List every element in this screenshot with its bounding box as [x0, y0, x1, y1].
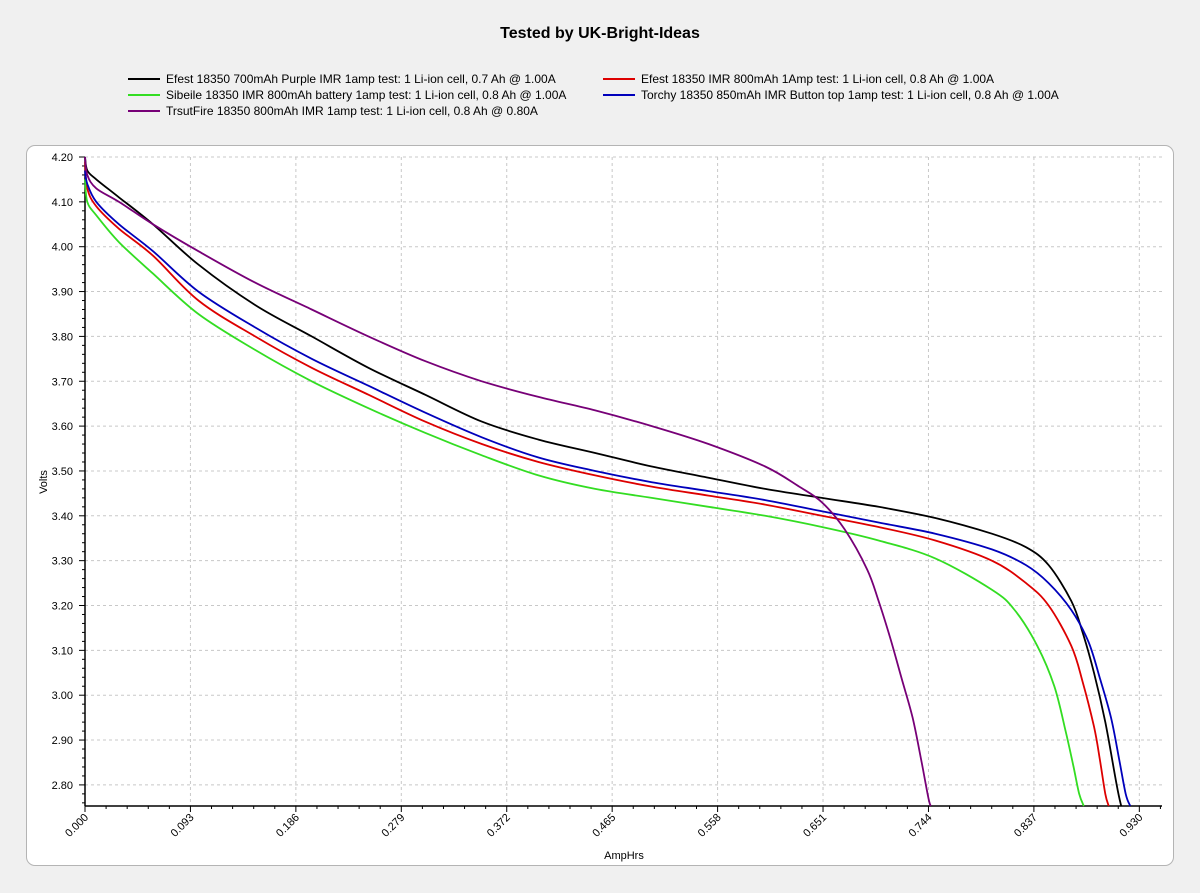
legend-label-4: TrsutFire 18350 800mAh IMR 1amp test: 1 …	[166, 104, 538, 118]
x-tick-label: 0.279	[379, 812, 407, 840]
legend-item-0: Efest 18350 700mAh Purple IMR 1amp test:…	[128, 71, 556, 87]
y-tick-label: 3.30	[52, 556, 73, 568]
x-tick-label: 0.558	[696, 812, 724, 840]
legend-swatch-0	[128, 78, 160, 80]
series-line-3	[84, 170, 1132, 807]
y-tick-label: 3.50	[52, 466, 73, 478]
y-axis-title: Volts	[38, 470, 50, 494]
legend-item-2: Sibeile 18350 IMR 800mAh battery 1amp te…	[128, 87, 566, 103]
x-tick-label: 0.930	[1117, 812, 1145, 840]
y-tick-label: 2.80	[52, 780, 73, 792]
x-tick-label: 0.372	[485, 812, 513, 840]
y-tick-label: 4.00	[52, 242, 73, 254]
legend-item-4: TrsutFire 18350 800mAh IMR 1amp test: 1 …	[128, 103, 538, 119]
axis-layer	[79, 156, 1162, 812]
legend-label-1: Efest 18350 IMR 800mAh 1Amp test: 1 Li-i…	[641, 72, 995, 86]
series-line-2	[84, 179, 1085, 807]
series-layer	[84, 156, 1132, 807]
label-layer: 4.20 4.10 4.00 3.90 3.80 3.70 3.60 3.50 3.40 3.30…	[52, 152, 1146, 840]
x-tick-label: 0.837	[1012, 812, 1040, 840]
y-tick-label: 3.00	[52, 690, 73, 702]
y-tick-label: 4.20	[52, 152, 73, 164]
x-axis-title: AmpHrs	[604, 850, 644, 862]
x-tick-label: 0.093	[169, 812, 197, 840]
y-tick-label: 3.20	[52, 601, 73, 613]
series-line-1	[84, 161, 1110, 807]
chart-title: Tested by UK-Bright-Ideas	[500, 25, 700, 42]
y-tick-label: 2.90	[52, 735, 73, 747]
legend-swatch-1	[603, 78, 635, 80]
legend-swatch-3	[603, 94, 635, 96]
legend-item-3: Torchy 18350 850mAh IMR Button top 1amp …	[603, 87, 1059, 103]
x-tick-label: 0.744	[907, 812, 935, 840]
legend-swatch-2	[128, 94, 160, 96]
x-tick-label: 0.465	[590, 812, 618, 840]
y-tick-label: 3.70	[52, 376, 73, 388]
legend-label-3: Torchy 18350 850mAh IMR Button top 1amp …	[641, 88, 1059, 102]
x-tick-label: 0.186	[274, 812, 302, 840]
y-tick-label: 3.80	[52, 331, 73, 343]
legend-label-0: Efest 18350 700mAh Purple IMR 1amp test:…	[166, 72, 556, 86]
y-tick-label: 3.60	[52, 421, 73, 433]
y-tick-label: 3.90	[52, 287, 73, 299]
legend-swatch-4	[128, 110, 160, 112]
x-tick-label: 0.651	[801, 812, 829, 840]
legend-item-1: Efest 18350 IMR 800mAh 1Amp test: 1 Li-i…	[603, 71, 994, 87]
plot-panel	[26, 145, 1174, 866]
legend-label-2: Sibeile 18350 IMR 800mAh battery 1amp te…	[166, 88, 567, 102]
series-line-4	[84, 156, 932, 807]
y-tick-label: 4.10	[52, 197, 73, 209]
y-tick-label: 3.40	[52, 511, 73, 523]
y-tick-label: 3.10	[52, 645, 73, 657]
series-line-0	[84, 156, 1123, 807]
x-tick-label: 0.000	[63, 812, 91, 840]
